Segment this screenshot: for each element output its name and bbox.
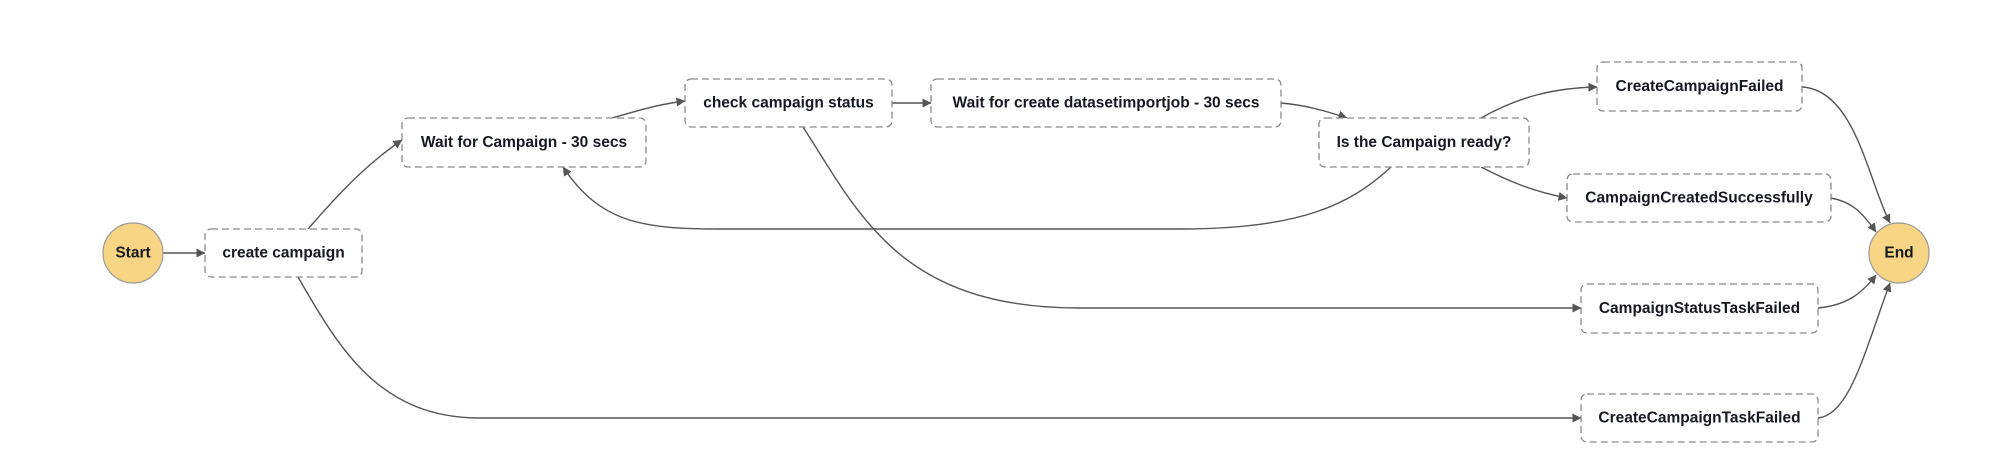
node-campaign-created-successfully-box — [1566, 173, 1832, 223]
node-wait-for-campaign-label: Wait for Campaign - 30 secs — [421, 134, 627, 151]
edge-create-campaign-to-create-campaign-task-failed — [297, 276, 1582, 423]
node-campaign-created-successfully[interactable]: CampaignCreatedSuccessfully — [1566, 173, 1832, 223]
edge-check-campaign-status-to-campaign-status-task-failed — [802, 126, 1582, 313]
edge-wait-for-create-datasetimportjob-to-is-campaign-ready — [1280, 102, 1348, 120]
edge-campaign-created-successfully-to-end — [1830, 197, 1877, 233]
edge-create-campaign-task-failed-to-end — [1817, 282, 1892, 419]
node-end-label: End — [1884, 245, 1913, 262]
node-create-campaign-task-failed-label: CreateCampaignTaskFailed — [1598, 410, 1800, 427]
node-campaign-status-task-failed-box — [1580, 283, 1819, 334]
node-is-campaign-ready-label: Is the Campaign ready? — [1337, 134, 1512, 151]
edges-layer — [163, 82, 1892, 423]
node-create-campaign-failed-box — [1596, 61, 1803, 112]
node-create-campaign-box — [204, 228, 363, 278]
edge-is-campaign-ready-to-campaign-created-successfully — [1480, 166, 1568, 201]
node-wait-for-campaign[interactable]: Wait for Campaign - 30 secs — [401, 117, 647, 168]
node-check-campaign-status-box — [684, 78, 893, 128]
node-start-label: Start — [115, 245, 150, 262]
node-check-campaign-status-label: check campaign status — [703, 95, 874, 112]
edge-campaign-status-task-failed-to-end — [1817, 274, 1877, 309]
node-create-campaign[interactable]: create campaign — [204, 228, 363, 278]
node-wait-for-create-datasetimportjob-label: Wait for create datasetimportjob - 30 se… — [953, 95, 1260, 112]
node-is-campaign-ready-box — [1318, 117, 1530, 168]
node-create-campaign-failed-label: CreateCampaignFailed — [1616, 78, 1784, 95]
edge-create-campaign-failed-to-end — [1801, 86, 1891, 224]
node-start[interactable]: Start — [102, 222, 164, 284]
node-create-campaign-failed[interactable]: CreateCampaignFailed — [1596, 61, 1803, 112]
node-create-campaign-task-failed-box — [1580, 393, 1819, 443]
edge-wait-for-campaign-to-check-campaign-status — [611, 97, 686, 119]
node-campaign-created-successfully-label: CampaignCreatedSuccessfully — [1585, 190, 1813, 207]
node-wait-for-create-datasetimportjob[interactable]: Wait for create datasetimportjob - 30 se… — [930, 78, 1282, 128]
edge-is-campaign-ready-to-wait-for-campaign — [562, 166, 1392, 230]
node-wait-for-campaign-box — [401, 117, 647, 168]
node-end[interactable]: End — [1868, 222, 1930, 284]
node-check-campaign-status[interactable]: check campaign status — [684, 78, 893, 128]
node-campaign-status-task-failed-label: CampaignStatusTaskFailed — [1599, 300, 1800, 317]
nodes-layer: Start create campaign Wait for Campaign - … — [102, 61, 1930, 443]
node-end-shape — [1868, 222, 1930, 284]
node-wait-for-create-datasetimportjob-box — [930, 78, 1282, 128]
node-is-campaign-ready[interactable]: Is the Campaign ready? — [1318, 117, 1530, 168]
node-create-campaign-label: create campaign — [222, 245, 344, 262]
edge-create-campaign-to-wait-for-campaign — [307, 139, 403, 230]
node-create-campaign-task-failed[interactable]: CreateCampaignTaskFailed — [1580, 393, 1819, 443]
node-start-shape — [102, 222, 164, 284]
node-campaign-status-task-failed[interactable]: CampaignStatusTaskFailed — [1580, 283, 1819, 334]
edge-is-campaign-ready-to-create-campaign-failed — [1480, 82, 1598, 119]
